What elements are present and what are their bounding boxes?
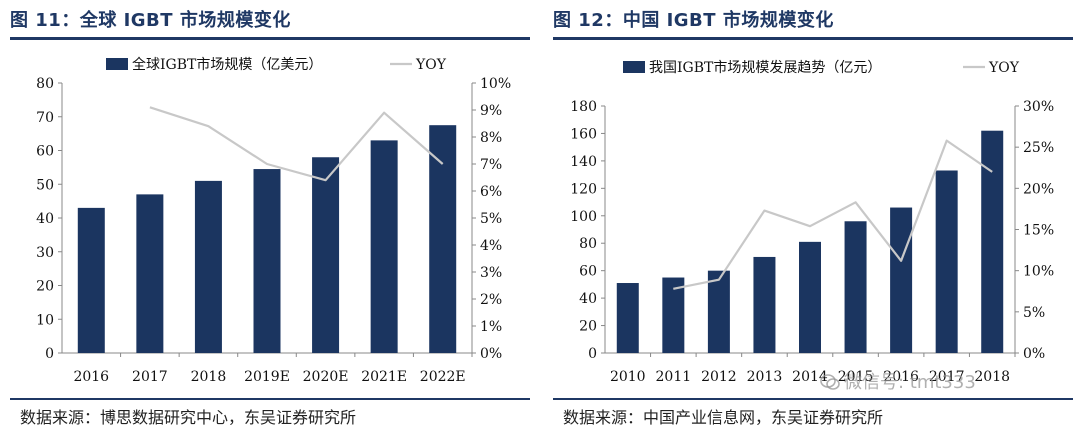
left-tick-label: 0 xyxy=(588,346,597,362)
right-tick-label: 25% xyxy=(1023,140,1054,156)
right-tick-label: 5% xyxy=(480,211,502,227)
bar xyxy=(136,194,164,353)
left-tick-label: 180 xyxy=(570,99,597,115)
right-tick-label: 9% xyxy=(480,103,502,119)
source-divider xyxy=(553,398,1073,400)
china-igbt-chart: 0 20 40 60 80 100 120 140 160 180 0% 5% 10% 15% 20% 25%… xyxy=(570,59,1054,385)
title-divider xyxy=(10,37,530,40)
x-tick-label: 2017 xyxy=(929,369,965,385)
right-tick-label: 8% xyxy=(480,130,502,146)
watermark: 微信号: tmt333 xyxy=(820,368,976,394)
right-tick-label: 20% xyxy=(1023,181,1054,197)
left-tick-label: 70 xyxy=(36,110,54,126)
right-tick-label: 5% xyxy=(1023,305,1045,321)
wechat-icon xyxy=(820,374,840,390)
right-tick-label: 2% xyxy=(480,292,502,308)
yoy-line xyxy=(673,139,993,290)
bar xyxy=(429,125,457,353)
left-tick-label: 140 xyxy=(570,154,597,170)
right-tick-label: 4% xyxy=(480,238,502,254)
bar xyxy=(753,256,776,353)
left-tick-label: 60 xyxy=(36,144,54,160)
bar xyxy=(370,140,398,353)
global-igbt-chart: 0 10 20 30 40 50 60 70 80 0% 1% 2% 3% 4% 5% 6% 7% 8% 9% 10%… xyxy=(36,56,511,385)
x-tick-label: 2016 xyxy=(73,369,109,385)
bar xyxy=(662,277,685,353)
x-tick-label: 2020E xyxy=(303,369,349,385)
x-tick-label: 2011 xyxy=(656,369,692,385)
left-tick-label: 160 xyxy=(570,126,597,142)
left-tick-label: 20 xyxy=(579,319,597,335)
left-tick-label: 100 xyxy=(570,209,597,225)
right-tick-label: 1% xyxy=(480,319,502,335)
left-tick-label: 80 xyxy=(579,236,597,252)
left-tick-label: 20 xyxy=(36,279,54,295)
left-tick-label: 40 xyxy=(579,291,597,307)
bar xyxy=(981,130,1004,353)
right-tick-label: 6% xyxy=(480,184,502,200)
bar xyxy=(844,221,867,353)
right-tick-label: 7% xyxy=(480,157,502,173)
bar xyxy=(312,157,340,353)
left-tick-label: 80 xyxy=(36,76,54,92)
source-divider xyxy=(10,398,530,400)
bar xyxy=(253,169,281,353)
left-tick-label: 10 xyxy=(36,312,54,328)
right-tick-label: 10% xyxy=(480,76,511,92)
x-tick-label: 2010 xyxy=(610,369,646,385)
legend-bar-swatch xyxy=(106,58,128,70)
x-tick-label: 2013 xyxy=(747,369,783,385)
x-tick-label: 2014 xyxy=(792,369,828,385)
x-tick-label: 2015 xyxy=(838,369,874,385)
x-tick-label: 2021E xyxy=(361,369,407,385)
bar xyxy=(77,207,105,353)
right-tick-label: 15% xyxy=(1023,223,1054,239)
left-tick-label: 0 xyxy=(45,346,54,362)
x-tick-label: 2022E xyxy=(420,369,466,385)
right-tick-label: 10% xyxy=(1023,264,1054,280)
chart-panel-china: 图 12：中国 IGBT 市场规模变化 0 20 40 60 80 100 120 140 16… xyxy=(553,0,1073,435)
left-tick-label: 60 xyxy=(579,264,597,280)
right-tick-label: 0% xyxy=(1023,346,1045,362)
watermark-text: 微信号: tmt333 xyxy=(844,372,976,393)
left-tick-label: 30 xyxy=(36,245,54,261)
bar xyxy=(799,241,821,353)
right-tick-label: 3% xyxy=(480,265,502,281)
right-tick-label: 0% xyxy=(480,346,502,362)
yoy-line xyxy=(149,106,444,182)
source-note: 数据来源：博思数据研究中心，东吴证券研究所 xyxy=(20,408,357,427)
x-tick-label: 2017 xyxy=(132,369,168,385)
x-tick-label: 2012 xyxy=(701,369,737,385)
bar xyxy=(890,207,913,353)
x-tick-label: 2018 xyxy=(191,369,227,385)
bar xyxy=(707,270,730,353)
x-tick-label: 2019E xyxy=(244,369,290,385)
source-note: 数据来源：中国产业信息网，东吴证券研究所 xyxy=(563,408,884,427)
figure-title: 图 12：中国 IGBT 市场规模变化 xyxy=(553,10,834,31)
x-tick-label: 2016 xyxy=(883,369,919,385)
legend-line-label: YOY xyxy=(415,57,447,73)
bar xyxy=(194,180,222,353)
x-tick-label: 2018 xyxy=(974,369,1010,385)
right-tick-label: 30% xyxy=(1023,99,1054,115)
bar xyxy=(935,170,958,353)
legend-bar-label: 我国IGBT市场规模发展趋势（亿元） xyxy=(649,59,881,76)
bar xyxy=(616,283,639,353)
chart-panel-global: 图 11：全球 IGBT 市场规模变化 0 10 20 30 40 50 60 70 80 0% 1… xyxy=(10,0,530,435)
legend-line-label: YOY xyxy=(988,60,1020,76)
legend-bar-label: 全球IGBT市场规模（亿美元） xyxy=(132,56,322,73)
left-tick-label: 120 xyxy=(570,181,597,197)
left-tick-label: 40 xyxy=(36,211,54,227)
figure-title: 图 11：全球 IGBT 市场规模变化 xyxy=(10,10,291,31)
title-divider xyxy=(553,37,1073,40)
legend-bar-swatch xyxy=(623,61,645,73)
left-tick-label: 50 xyxy=(36,177,54,193)
